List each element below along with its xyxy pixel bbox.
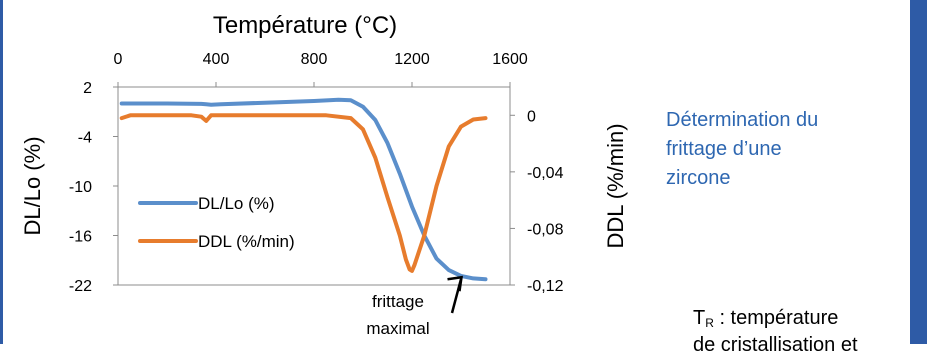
- tr-note-text: : température: [713, 307, 839, 329]
- annotation-text: maximal: [366, 319, 429, 338]
- y-tick-label: -22: [69, 278, 92, 295]
- y2-tick-label: 0: [527, 108, 536, 125]
- legend-label: DDL (%/min): [198, 232, 295, 251]
- side-panel-title: Détermination du frittage d’une zircone: [666, 106, 896, 193]
- series-line-1: [119, 113, 488, 273]
- x-axis-title: Température (°C): [213, 12, 397, 39]
- tr-note: TR : température: [693, 306, 838, 335]
- x-tick-label: 800: [301, 51, 328, 68]
- x-tick-label: 1600: [492, 51, 528, 68]
- y-tick-label: 2: [83, 80, 92, 97]
- y-tick-label: -10: [69, 179, 92, 196]
- slide-frame-left: [0, 0, 3, 344]
- y2-axis-title: DDL (%/min): [603, 123, 628, 248]
- y-tick-label: -4: [78, 130, 92, 147]
- y2-tick-label: -0,08: [527, 221, 564, 238]
- side-title-line: Détermination du: [666, 109, 819, 131]
- x-tick-label: 0: [114, 51, 123, 68]
- tr-note-continued: de cristallisation et: [693, 334, 858, 356]
- x-tick-label: 1200: [394, 51, 430, 68]
- series-line-0: [119, 97, 488, 282]
- y2-tick-label: -0,04: [527, 165, 564, 182]
- annotation-text: frittage: [372, 292, 424, 311]
- dilatometry-chart: 0 400 800 1200 1600 2 -4 -10 -16 -22 0 -0,04 -0,08 -0…: [20, 12, 628, 338]
- x-tick-label: 400: [203, 51, 230, 68]
- tr-symbol: T: [693, 307, 706, 329]
- y-axis-title: DL/Lo (%): [20, 136, 45, 235]
- y-tick-label: -16: [69, 229, 92, 246]
- slide-frame-right: [910, 0, 927, 344]
- side-title-line: zircone: [666, 167, 731, 189]
- tr-subscript: R: [705, 316, 714, 330]
- y2-tick-label: -0,12: [527, 278, 564, 295]
- annotation-arrowhead: [447, 275, 463, 292]
- legend-label: DL/Lo (%): [198, 194, 275, 213]
- side-title-line: frittage d’une: [666, 138, 782, 160]
